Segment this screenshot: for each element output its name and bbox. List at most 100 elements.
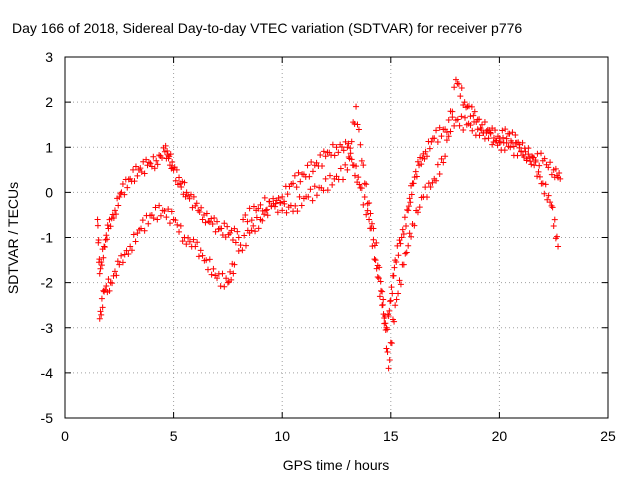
data-point-trace [391, 264, 398, 271]
data-point-trace [137, 165, 144, 172]
data-point-trace [141, 227, 148, 234]
data-point-trace [360, 201, 367, 208]
data-point-trace [186, 195, 193, 202]
data-point-trace [549, 204, 556, 211]
data-point-trace [162, 142, 169, 149]
data-point-trace [458, 84, 465, 91]
data-point [231, 261, 238, 268]
data-point-trace [532, 158, 539, 165]
data-point-trace [283, 209, 290, 216]
data-point [292, 202, 299, 209]
data-point-trace [536, 173, 543, 180]
data-point-trace [552, 165, 559, 172]
data-point-trace [272, 200, 279, 207]
data-point-trace [326, 172, 333, 179]
data-point [485, 135, 492, 142]
y-tick-label: 2 [45, 94, 53, 110]
data-point-trace [454, 80, 461, 87]
data-point-trace [481, 118, 488, 125]
data-point-trace [307, 186, 314, 193]
data-point-trace [436, 124, 443, 131]
data-point-trace [152, 204, 159, 211]
data-point-trace [393, 296, 400, 303]
data-point-trace [499, 127, 506, 134]
data-point-trace [363, 181, 370, 188]
data-point [422, 148, 429, 155]
data-point-trace [456, 122, 463, 129]
data-point [344, 166, 351, 173]
data-point-trace [98, 258, 105, 265]
data-point-trace [337, 165, 344, 172]
data-point-trace [165, 206, 172, 213]
data-point-trace [345, 153, 352, 160]
data-point-trace [100, 254, 107, 261]
data-point [379, 288, 386, 295]
data-points [94, 76, 564, 372]
data-point-trace [379, 301, 386, 308]
data-point-trace [406, 230, 413, 237]
data-point-trace [294, 208, 301, 215]
x-tick-label: 20 [492, 428, 508, 444]
data-point [400, 261, 407, 268]
data-point-trace [210, 265, 217, 272]
data-point-trace [237, 242, 244, 249]
data-point-trace [538, 150, 545, 157]
data-point-trace [388, 340, 395, 347]
data-point [470, 112, 477, 119]
data-point-trace [545, 164, 552, 171]
data-point-trace [176, 228, 183, 235]
data-point [531, 162, 538, 169]
data-point [153, 157, 160, 164]
data-point-trace [166, 220, 173, 227]
data-point-trace [309, 168, 316, 175]
data-point-trace [373, 265, 380, 272]
data-point-trace [309, 197, 316, 204]
data-point-trace [489, 141, 496, 148]
data-point [555, 243, 562, 250]
data-point-trace [492, 127, 499, 134]
data-point-trace [351, 120, 358, 127]
data-point-trace [364, 200, 371, 207]
data-point-trace [115, 202, 122, 209]
data-point-trace [451, 84, 458, 91]
data-point-trace [134, 172, 141, 179]
data-point-trace [185, 192, 192, 199]
data-point-trace [386, 357, 393, 364]
data-point-trace [477, 125, 484, 132]
data-point-trace [396, 277, 403, 284]
data-point [370, 225, 377, 232]
data-point-trace [98, 262, 105, 269]
data-point-trace [270, 195, 277, 202]
data-point-trace [255, 225, 262, 232]
data-point-trace [114, 258, 121, 265]
data-point-trace [101, 244, 108, 251]
data-point [201, 211, 208, 218]
data-point-trace [460, 126, 467, 133]
data-point-trace [497, 138, 504, 145]
data-point-trace [203, 210, 210, 217]
data-point-trace [406, 195, 413, 202]
data-point-trace [360, 162, 367, 169]
data-point-trace [224, 223, 231, 230]
data-point-trace [195, 253, 202, 260]
data-point [452, 76, 459, 83]
data-point [392, 302, 399, 309]
data-point-trace [261, 211, 268, 218]
x-tick-label: 5 [170, 428, 178, 444]
data-point-trace [414, 158, 421, 165]
data-point-trace [322, 175, 329, 182]
data-point [96, 270, 103, 277]
data-point-trace [277, 199, 284, 206]
data-point-trace [219, 270, 226, 277]
data-point-trace [198, 204, 205, 211]
data-point-trace [356, 181, 363, 188]
data-point-trace [291, 172, 298, 179]
data-point-trace [313, 192, 320, 199]
data-point-trace [179, 238, 186, 245]
data-point-trace [447, 128, 454, 135]
data-point-trace [436, 170, 443, 177]
data-point-trace [347, 145, 354, 152]
data-point-trace [449, 114, 456, 121]
data-point-trace [476, 116, 483, 123]
data-point [279, 207, 286, 214]
